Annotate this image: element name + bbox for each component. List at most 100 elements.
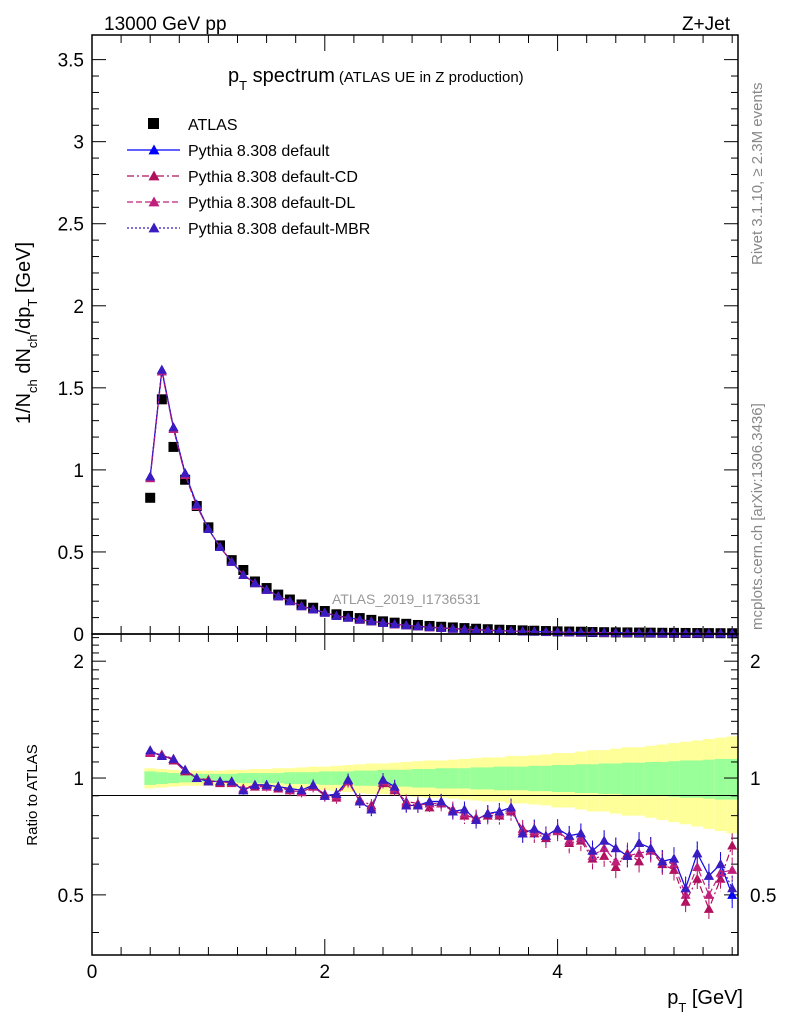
mc-point-4 xyxy=(715,628,726,638)
mc-point-4 xyxy=(261,584,272,594)
uncertainty-band-inner xyxy=(249,773,261,784)
mc-point-4 xyxy=(331,610,342,620)
ratio-point-2 xyxy=(564,835,575,845)
mc-point-4 xyxy=(424,622,435,632)
atlas-data-point xyxy=(168,441,179,452)
mc-point-4 xyxy=(657,628,668,638)
uncertainty-band-inner xyxy=(167,773,180,784)
ratio-point-3 xyxy=(645,843,656,853)
uncertainty-band-inner xyxy=(423,769,436,788)
y-tick-label: 0 xyxy=(73,625,84,646)
mc-point-4 xyxy=(401,620,412,630)
ratio-point-3 xyxy=(447,806,458,816)
y-axis-title-main: 1/Nch dNch/dpT [GeV] xyxy=(13,242,40,424)
mc-point-4 xyxy=(436,622,447,632)
x-tick-label: 0 xyxy=(87,962,98,983)
mc-point-4 xyxy=(412,621,423,631)
ratio-point-3 xyxy=(331,788,342,798)
mc-point-4 xyxy=(692,628,703,638)
y-tick-label: 3 xyxy=(73,133,84,154)
uncertainty-band-inner xyxy=(714,758,727,800)
uncertainty-band-inner xyxy=(365,770,378,786)
mc-point-4 xyxy=(366,616,377,626)
main-panel: pT spectrum (ATLAS UE in Z production) 1/… xyxy=(13,34,739,646)
uncertainty-band-inner xyxy=(307,772,319,785)
ratio-point-3 xyxy=(191,773,202,783)
ratio-point-3 xyxy=(703,870,714,880)
mc-point-4 xyxy=(319,607,330,617)
ratio-point-3 xyxy=(215,776,226,786)
mc-point-4 xyxy=(145,471,156,481)
ratio-y-tick-label-right: 2 xyxy=(750,652,761,673)
ratio-point-3 xyxy=(168,753,179,763)
ratio-point-3 xyxy=(284,783,295,793)
ratio-point-3 xyxy=(296,785,307,795)
ratio-point-1 xyxy=(680,896,691,906)
legend-marker xyxy=(148,144,160,155)
ratio-y-tick-label-right: 0.5 xyxy=(750,886,776,907)
mc-point-4 xyxy=(389,619,400,629)
mc-point-4 xyxy=(296,601,307,611)
uncertainty-band-inner xyxy=(353,770,366,786)
ratio-point-2 xyxy=(727,864,738,874)
y-axis-title-ratio: Ratio to ATLAS xyxy=(24,744,41,845)
mc-point-4 xyxy=(517,626,528,636)
mc-point-4 xyxy=(447,623,458,633)
uncertainty-band-inner xyxy=(400,769,413,787)
ratio-point-3 xyxy=(377,774,388,784)
uncertainty-band-inner xyxy=(295,772,308,785)
uncertainty-band-inner xyxy=(260,773,273,784)
rivet-label: Rivet 3.1.10, ≥ 2.3M events xyxy=(749,83,766,266)
uncertainty-band-inner xyxy=(318,771,331,785)
uncertainty-band-inner xyxy=(609,763,622,794)
legend-entry-2: Pythia 8.308 default-CD xyxy=(127,169,358,186)
mc-point-4 xyxy=(471,624,482,634)
mc-point-4 xyxy=(168,422,179,432)
uncertainty-band-inner xyxy=(458,768,471,789)
ratio-point-2 xyxy=(610,856,621,866)
process-label: Z+Jet xyxy=(682,14,731,35)
y-tick-label: 2.5 xyxy=(58,215,84,236)
ratio-point-3 xyxy=(657,856,668,866)
uncertainty-band-inner xyxy=(528,765,541,792)
ratio-point-3 xyxy=(564,830,575,840)
legend-entry-3: Pythia 8.308 default-DL xyxy=(127,195,355,212)
y-tick-label: 1 xyxy=(73,461,84,482)
ratio-point-3 xyxy=(261,779,272,789)
ratio-y-tick-label: 1 xyxy=(73,769,84,790)
mc-point-4 xyxy=(634,628,645,638)
ratio-point-3 xyxy=(366,804,377,814)
uncertainty-band-inner xyxy=(551,765,564,793)
mc-point-4 xyxy=(703,628,714,638)
mcplots-label: mcplots.cern.ch [arXiv:1306.3436] xyxy=(749,403,766,630)
ratio-point-3 xyxy=(226,776,237,786)
ratio-point-3 xyxy=(145,745,156,755)
uncertainty-band-inner xyxy=(516,766,529,791)
ratio-point-3 xyxy=(308,779,319,789)
ratio-point-3 xyxy=(575,828,586,838)
mc-point-4 xyxy=(727,628,738,638)
uncertainty-band-inner xyxy=(284,772,296,785)
ratio-point-2 xyxy=(587,850,598,860)
ratio-point-1 xyxy=(727,840,738,850)
ratio-point-3 xyxy=(692,848,703,858)
uncertainty-band-inner xyxy=(237,773,250,784)
uncertainty-band-inner xyxy=(703,759,715,799)
uncertainty-band-inner xyxy=(144,771,157,785)
legend-label: ATLAS xyxy=(188,117,238,134)
legend-label: Pythia 8.308 default-MBR xyxy=(188,221,370,238)
ratio-point-3 xyxy=(540,830,551,840)
mc-point-4 xyxy=(506,626,517,636)
ratio-point-3 xyxy=(727,883,738,893)
ratio-point-3 xyxy=(668,853,679,863)
ratio-point-3 xyxy=(354,796,365,806)
uncertainty-band-inner xyxy=(435,768,448,789)
uncertainty-band-inner xyxy=(726,758,738,800)
uncertainty-band-inner xyxy=(505,766,517,791)
legend-label: Pythia 8.308 default-CD xyxy=(188,169,358,186)
ratio-point-3 xyxy=(389,781,400,791)
mc-point-4 xyxy=(377,617,388,627)
uncertainty-band-inner xyxy=(668,761,680,797)
ratio-point-3 xyxy=(401,800,412,810)
